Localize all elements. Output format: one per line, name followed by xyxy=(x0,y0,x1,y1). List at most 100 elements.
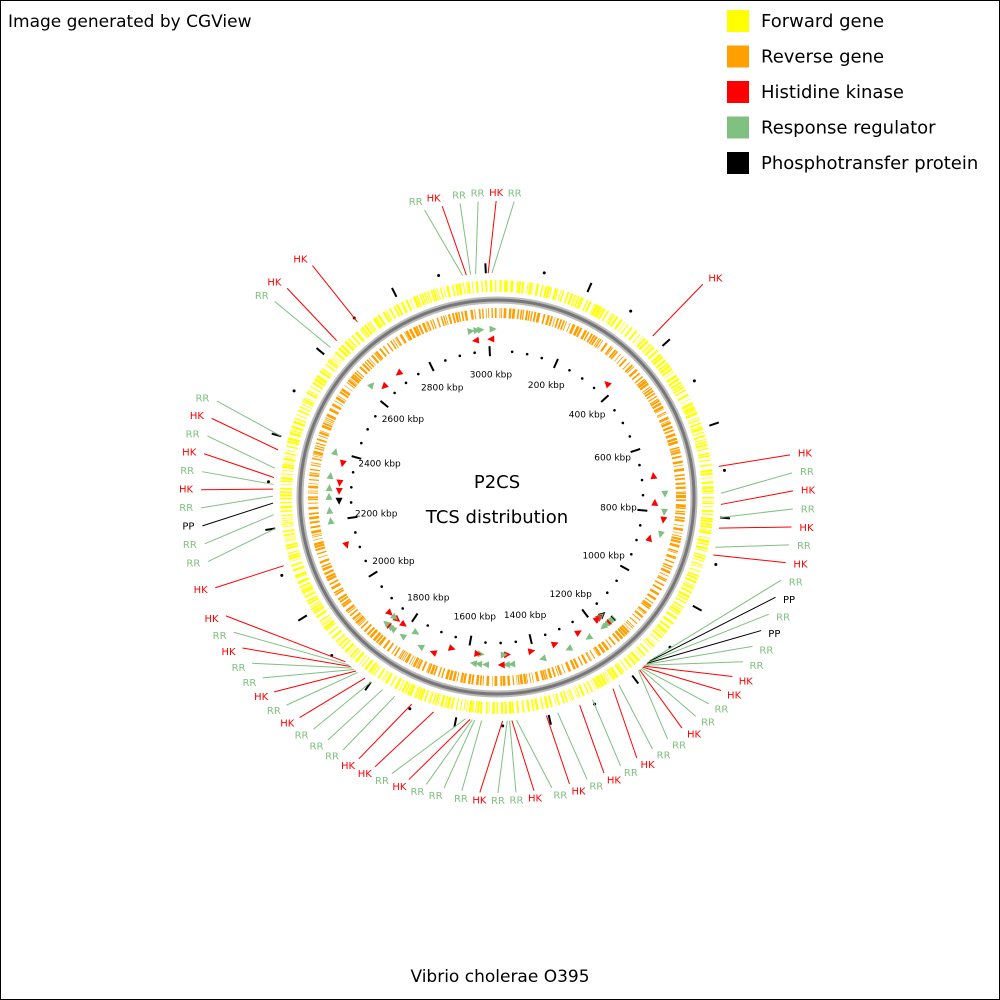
feature-label: RR xyxy=(179,503,193,514)
ruler-dot xyxy=(349,501,353,504)
feature-label: HK xyxy=(472,795,487,806)
feature-label: HK xyxy=(727,691,742,702)
feature-connector xyxy=(313,681,372,730)
feature-connector xyxy=(618,684,653,750)
outer-dot xyxy=(714,562,718,566)
ruler-tick xyxy=(619,564,630,572)
ruler-dot xyxy=(514,640,518,644)
feature-connector xyxy=(252,662,353,669)
feature-connector xyxy=(642,666,722,691)
feature-label: RR xyxy=(325,752,339,763)
ruler-dot xyxy=(374,414,377,418)
feature-glyph xyxy=(411,628,420,635)
feature-glyph xyxy=(574,630,582,637)
feature-label: RR xyxy=(232,663,246,674)
feature-connector xyxy=(644,661,743,666)
feature-connector xyxy=(391,718,466,775)
ruler-dot xyxy=(393,391,396,395)
feature-label: RR xyxy=(776,612,790,623)
feature-glyph xyxy=(500,651,508,659)
feature-glyph xyxy=(508,660,516,668)
ruler-dot xyxy=(440,630,443,634)
feature-glyph xyxy=(497,661,505,669)
feature-label: RR xyxy=(295,731,309,742)
feature-glyph xyxy=(429,650,438,657)
feature-label: HK xyxy=(341,761,356,772)
feature-glyph xyxy=(604,381,612,389)
outer-dot xyxy=(437,274,441,278)
ruler-dot xyxy=(638,463,641,467)
feature-label: HK xyxy=(641,760,656,771)
feature-glyph xyxy=(330,448,338,456)
center-subtitle: TCS distribution xyxy=(425,507,568,528)
feature-label: RR xyxy=(750,661,764,672)
feature-glyph xyxy=(342,541,349,549)
feature-glyph xyxy=(539,654,547,662)
outer-dot xyxy=(692,379,696,383)
ruler-label: 2200 kbp xyxy=(355,510,398,520)
ruler-dot xyxy=(454,635,458,639)
center-title: P2CS xyxy=(474,472,520,493)
legend-swatch xyxy=(727,10,749,32)
feature-connector xyxy=(718,454,791,467)
outer-dot xyxy=(280,573,284,577)
ruler-dot xyxy=(621,421,625,425)
feature-glyph xyxy=(592,616,601,624)
feature-connector xyxy=(545,715,570,785)
ruler-dot xyxy=(426,624,430,627)
feature-label: RR xyxy=(267,706,281,717)
feature-glyph xyxy=(475,660,483,668)
feature-label: RR xyxy=(180,466,194,477)
feature-label: RR xyxy=(759,645,773,656)
feature-connector xyxy=(342,695,396,751)
feature-connector xyxy=(649,579,782,661)
feature-label: HK xyxy=(793,559,808,570)
feature-label: HK xyxy=(799,523,814,534)
feature-connector xyxy=(425,719,473,785)
feature-label: HK xyxy=(182,448,197,459)
feature-label: RR xyxy=(553,791,567,802)
outer-dot xyxy=(629,309,633,313)
ruler-dot xyxy=(354,531,357,534)
ruler-dot xyxy=(444,359,447,362)
feature-glyph xyxy=(489,325,497,333)
ruler-label: 1200 kbp xyxy=(549,590,592,600)
ruler-label: 3000 kbp xyxy=(470,371,513,381)
feature-glyph xyxy=(473,327,481,335)
feature-connector xyxy=(647,613,770,663)
outer-tick xyxy=(692,604,703,612)
ruler-label: 800 kbp xyxy=(600,504,637,514)
feature-glyph xyxy=(383,620,391,628)
feature-connector xyxy=(557,712,588,780)
feature-label: HK xyxy=(254,692,269,703)
ruler-label: 200 kbp xyxy=(528,381,565,391)
ruler-dot xyxy=(484,641,487,644)
feature-label: HK xyxy=(267,278,282,289)
ruler-tick xyxy=(351,455,362,460)
feature-glyph xyxy=(527,648,536,656)
feature-label: RR xyxy=(510,795,524,806)
feature-label: HK xyxy=(358,769,373,780)
feature-glyph xyxy=(325,492,333,500)
feature-glyph xyxy=(399,633,408,641)
ruler-tick xyxy=(637,508,648,512)
ruler-dot xyxy=(540,356,544,360)
feature-connector xyxy=(408,719,471,780)
ruler-label: 1000 kbp xyxy=(582,552,625,562)
feature-glyph xyxy=(565,644,574,651)
feature-label: PP xyxy=(783,595,795,606)
feature-glyph xyxy=(325,484,333,492)
feature-connector xyxy=(358,703,413,760)
feature-label: RR xyxy=(800,467,814,478)
reverse-gene-track xyxy=(308,308,686,686)
ruler-dot xyxy=(416,372,420,376)
feature-label: RR xyxy=(310,742,324,753)
feature-label: HK xyxy=(427,193,442,204)
ruler-dot xyxy=(350,485,353,489)
ruler-tick xyxy=(428,361,435,372)
feature-connector xyxy=(638,670,668,740)
feature-glyph xyxy=(385,608,393,616)
feature-connector xyxy=(491,201,515,274)
feature-connector xyxy=(592,699,622,767)
